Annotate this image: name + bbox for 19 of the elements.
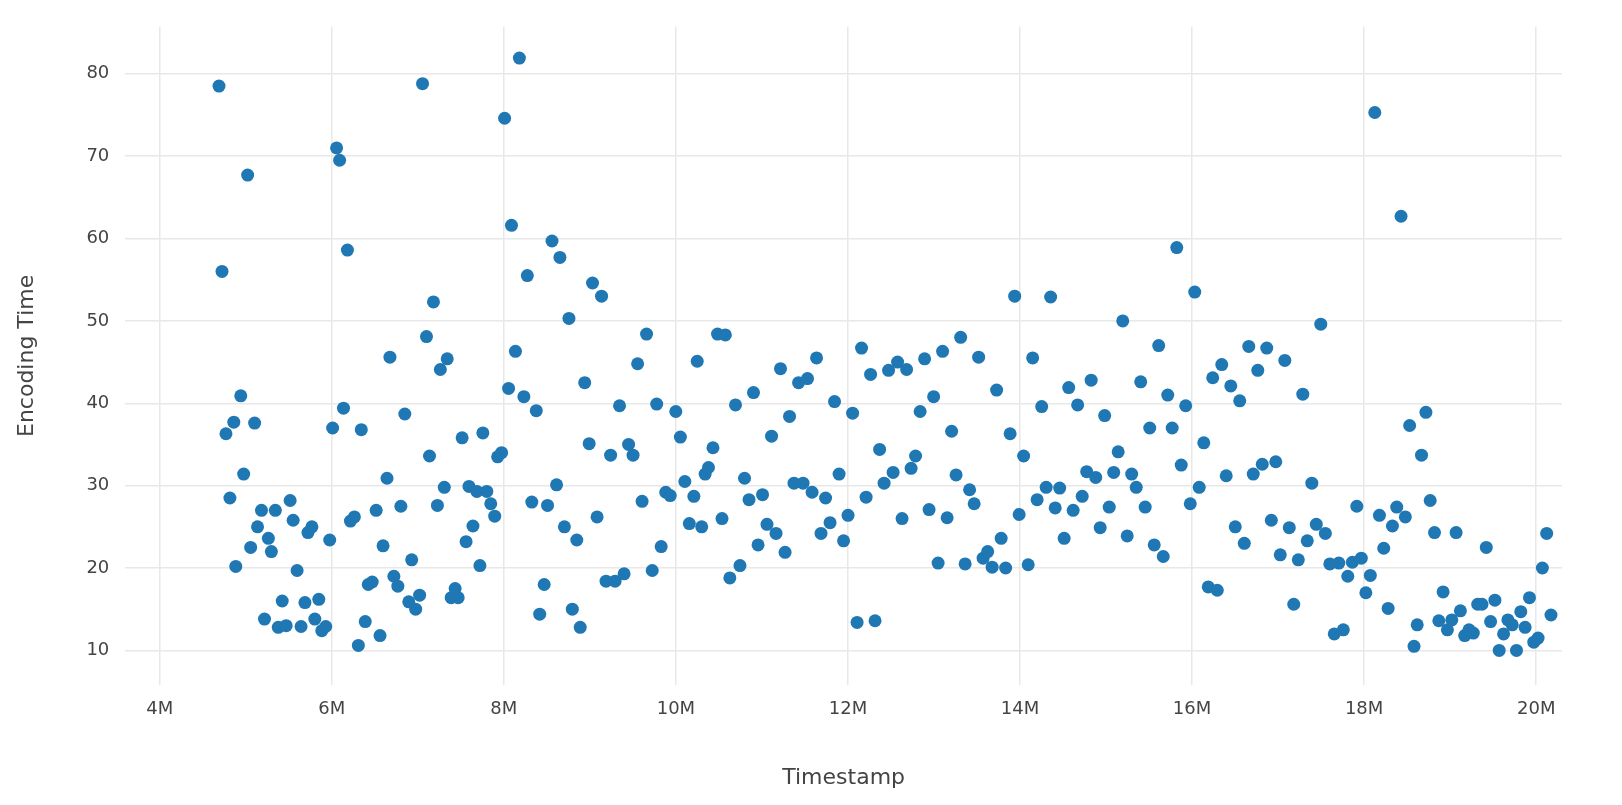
y-tick-label: 70: [86, 143, 110, 165]
y-tick-label: 80: [86, 61, 110, 83]
y-tick-label: 60: [86, 226, 110, 248]
x-tick-label: 14M: [1000, 697, 1040, 719]
x-tick-label: 16M: [1172, 697, 1212, 719]
y-tick-label: 30: [86, 473, 110, 495]
x-tick-label: 4M: [146, 697, 174, 719]
x-tick-label: 12M: [828, 697, 868, 719]
y-tick-label: 50: [86, 308, 110, 330]
x-tick-label: 8M: [490, 697, 518, 719]
y-tick-label: 10: [86, 638, 110, 660]
x-tick-label: 6M: [318, 697, 346, 719]
x-tick-label: 18M: [1344, 697, 1384, 719]
y-tick-label: 40: [86, 390, 110, 412]
x-axis-title: Timestamp: [781, 763, 906, 789]
x-tick-label: 20M: [1516, 697, 1556, 719]
x-tick-label: 10M: [656, 697, 696, 719]
y-axis-title: Encoding Time: [12, 274, 38, 438]
y-tick-label: 20: [86, 555, 110, 577]
